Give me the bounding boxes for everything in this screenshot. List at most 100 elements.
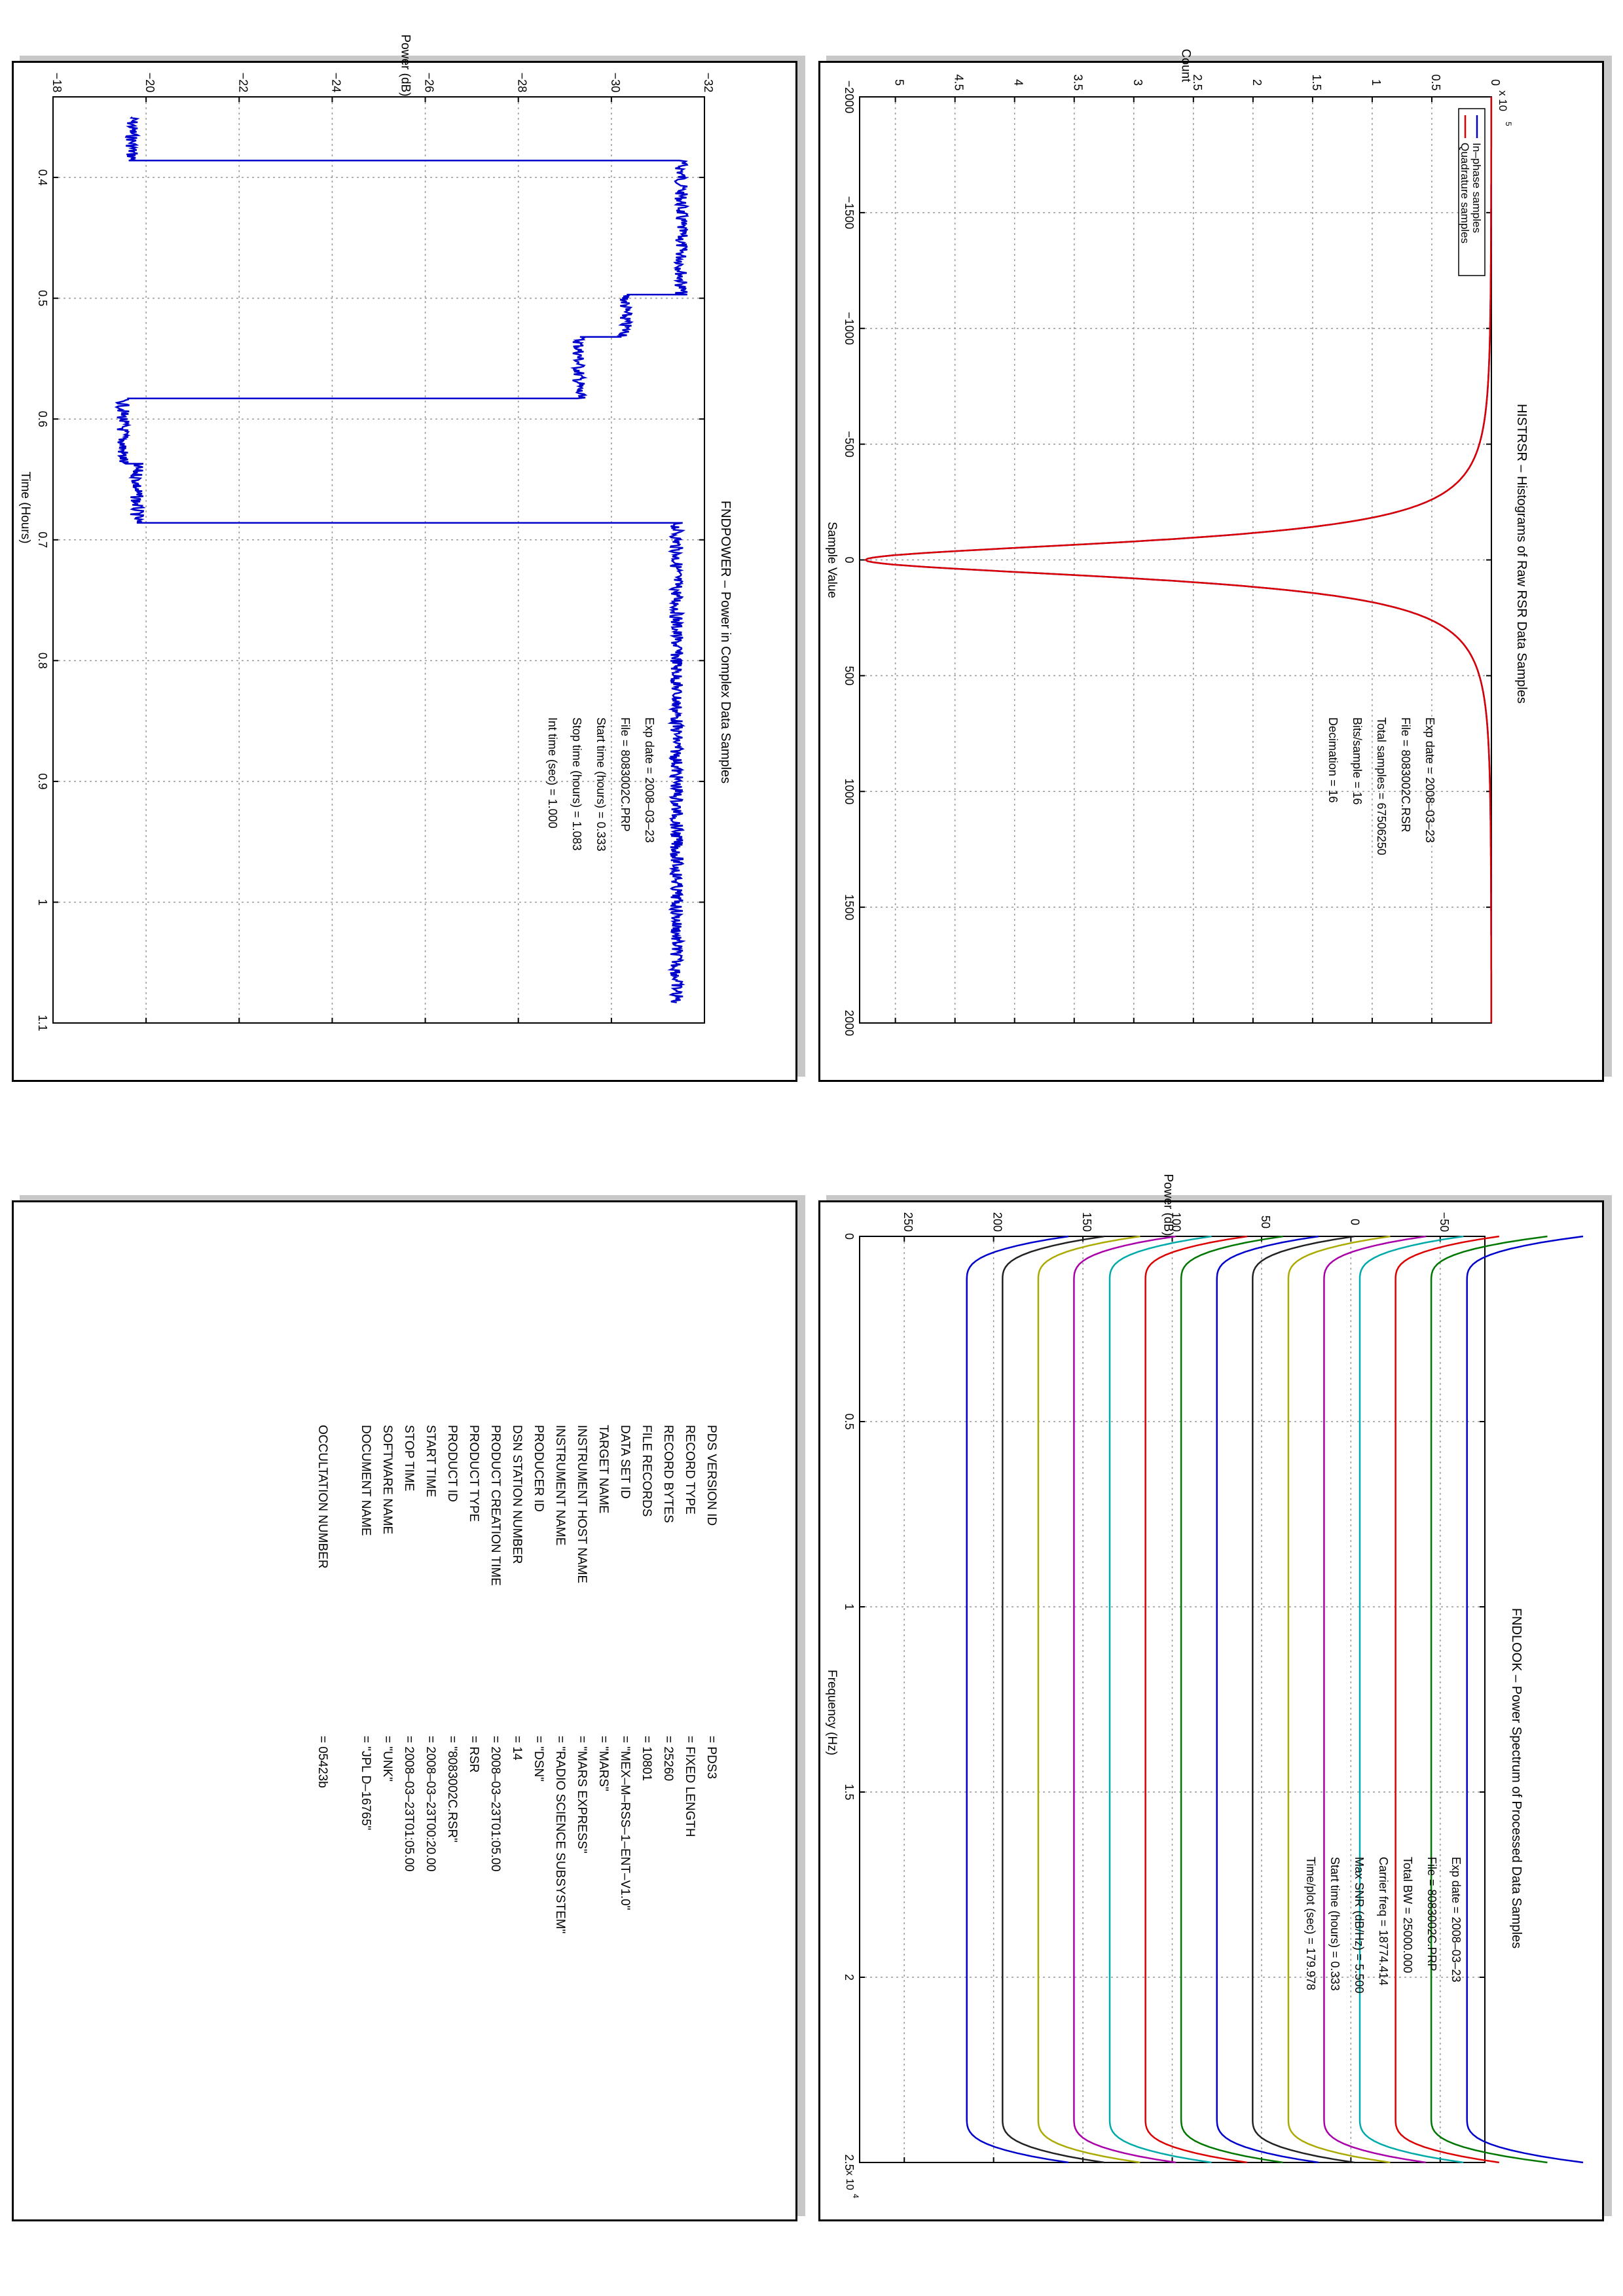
label-key: INSTRUMENT NAME xyxy=(553,1425,567,1545)
label-key: RECORD TYPE xyxy=(683,1425,697,1515)
fndlook-x-exponent-power: 4 xyxy=(851,2194,860,2198)
fndlook-series-line xyxy=(1323,1235,1427,2164)
histrsr-y-exponent-power: 5 xyxy=(1504,122,1513,126)
fndlook-xtick-label: 2 xyxy=(843,1974,856,1981)
fndpower-xtick-label: 0.8 xyxy=(36,653,49,669)
fndlook-panel: 0 0.5 1 1.5 2 2.5 −50 0 50 100 150 200 250 x 10 4 Frequ… xyxy=(818,1174,1604,2221)
fndpower-axes-box xyxy=(52,96,705,1024)
label-value: = "DSN" xyxy=(532,1736,545,1782)
fndpower-xlabel: Time (Hours) xyxy=(18,471,32,543)
histrsr-panel: −2000 −1500 −1000 −500 0 500 1000 1500 2000 0 0.5 1… xyxy=(818,49,1604,1082)
label-key: PRODUCT CREATION TIME xyxy=(488,1425,502,1586)
fndlook-series-line xyxy=(1287,1235,1391,2164)
label-key: DSN STATION NUMBER xyxy=(510,1425,524,1564)
fndlook-series-line xyxy=(1073,1235,1176,2164)
histrsr-xtick-label: 2000 xyxy=(843,1010,856,1036)
fndlook-ytick-label: 200 xyxy=(991,1212,1004,1232)
histrsr-ytick-label: 2 xyxy=(1250,79,1264,86)
label-table: PDS VERSION ID = PDS3 RECORD TYPE = FIXED L… xyxy=(316,1425,718,1933)
label-key: START TIME xyxy=(424,1425,437,1498)
fndlook-ytick-label: −50 xyxy=(1438,1212,1451,1232)
histrsr-info-line: Total samples = 67506250 xyxy=(1375,717,1388,855)
histrsr-info-line: Exp date = 2008–03–23 xyxy=(1423,717,1436,843)
fndlook-x-exponent: x 10 xyxy=(844,2170,855,2190)
fndpower-xtick-label: 0.6 xyxy=(36,411,49,427)
fndlook-series-line xyxy=(1037,1235,1140,2164)
fndlook-series-line xyxy=(1359,1235,1464,2164)
fndlook-ytick-label: 150 xyxy=(1080,1212,1093,1232)
label-value: = "JPL D–16765" xyxy=(359,1736,373,1830)
fndlook-xtick-label: 2.5 xyxy=(843,2154,856,2170)
label-key: TARGET NAME xyxy=(596,1425,610,1513)
label-value: = 10801 xyxy=(640,1736,653,1781)
fndpower-info-line: File = 8083002C.PRP xyxy=(619,717,632,832)
fndpower-series-line xyxy=(114,116,690,1003)
fndpower-ytick-label: −30 xyxy=(609,73,622,93)
histrsr-chart: −2000 −1500 −1000 −500 0 500 1000 1500 2000 0 0.5 1… xyxy=(825,49,1529,1036)
fndpower-ylabel: Power (dB) xyxy=(399,34,412,96)
fndlook-series-line xyxy=(1252,1235,1355,2164)
label-value: = "MARS" xyxy=(596,1736,610,1791)
fndlook-info-line: File = 8083002C.PRP xyxy=(1425,1857,1438,1971)
fndpower-panel: 0.4 0.5 0.6 0.7 0.8 0.9 1 1.1 −32 −30 −28 −26 −24 −22… xyxy=(12,34,797,1082)
fndlook-series-line xyxy=(1180,1235,1283,2164)
fndpower-title: FNDPOWER – Power in Complex Data Samples xyxy=(718,501,733,783)
label-key: PRODUCER ID xyxy=(532,1425,545,1512)
fndpower-xtick-label: 0.7 xyxy=(36,531,49,548)
fndpower-xtick-label: 1 xyxy=(36,899,49,905)
histrsr-legend-inphase: In–phase samples xyxy=(1470,143,1483,233)
fndpower-ytick-label: −32 xyxy=(702,73,715,93)
label-key: OCCULTATION NUMBER xyxy=(316,1425,329,1569)
label-key: FILE RECORDS xyxy=(640,1425,653,1516)
fndlook-xtick-label: 0.5 xyxy=(843,1413,856,1429)
label-key: INSTRUMENT HOST NAME xyxy=(575,1425,589,1583)
label-key: SOFTWARE NAME xyxy=(380,1425,394,1534)
label-panel: PDS VERSION ID = PDS3 RECORD TYPE = FIXED L… xyxy=(12,1200,797,2221)
histrsr-ytick-label: 2.5 xyxy=(1191,74,1204,90)
label-value: = "RADIO SCIENCE SUBSYSTEM" xyxy=(553,1736,567,1933)
histrsr-y-exponent: x 10 xyxy=(1497,90,1509,111)
fndlook-series-line xyxy=(1002,1235,1104,2164)
label-value: = 2008–03–23T01:05.00 xyxy=(488,1736,502,1872)
fndpower-xtick-label: 0.5 xyxy=(36,290,49,306)
fndlook-info-line: Carrier freq = 18774.414 xyxy=(1377,1857,1390,1986)
histrsr-ytick-label: 1.5 xyxy=(1310,74,1323,90)
histrsr-xtick-label: 0 xyxy=(843,556,856,563)
label-key: DATA SET ID xyxy=(618,1425,632,1499)
fndpower-info-line: Exp date = 2008–03–23 xyxy=(643,717,656,843)
fndlook-series-line xyxy=(1466,1235,1584,2164)
fndlook-series-line xyxy=(966,1235,1069,2164)
label-value: = RSR xyxy=(467,1736,481,1773)
label-key: PDS VERSION ID xyxy=(704,1425,718,1526)
fndlook-xtick-label: 0 xyxy=(843,1233,856,1240)
fndpower-xtick-label: 0.4 xyxy=(36,170,49,186)
fndpower-chart: 0.4 0.5 0.6 0.7 0.8 0.9 1 1.1 −32 −30 −28 −26 −24 −22… xyxy=(18,34,733,1031)
histrsr-legend-quadrature: Quadrature samples xyxy=(1459,143,1471,243)
fndpower-ytick-label: −24 xyxy=(329,73,342,93)
fndlook-info-line: Start time (hours) = 0.333 xyxy=(1328,1857,1341,1991)
histrsr-ytick-label: 5 xyxy=(893,79,906,86)
fndlook-chart: 0 0.5 1 1.5 2 2.5 −50 0 50 100 150 200 250 x 10 4 Frequ… xyxy=(825,1174,1584,2198)
fndlook-info-line: Time/plot (sec) = 179.978 xyxy=(1304,1857,1317,1990)
fndlook-info-line: Max SNR (dB/Hz) = 5.500 xyxy=(1353,1857,1366,1994)
fndlook-ytick-label: 100 xyxy=(1170,1212,1183,1232)
fndlook-info-line: Total BW = 25000.000 xyxy=(1401,1857,1414,1973)
fndpower-xtick-label: 1.1 xyxy=(36,1014,49,1031)
fndlook-xtick-label: 1 xyxy=(843,1604,856,1610)
fndlook-info-line: Exp date = 2008–03–23 xyxy=(1450,1857,1463,1982)
fndlook-series-line xyxy=(1108,1235,1212,2164)
histrsr-info-line: Bits/sample = 16 xyxy=(1351,717,1364,805)
label-key: DOCUMENT NAME xyxy=(359,1425,373,1536)
histrsr-xlabel: Sample Value xyxy=(825,522,839,598)
label-value: = 14 xyxy=(510,1736,524,1761)
fndlook-ytick-label: 50 xyxy=(1259,1215,1272,1229)
label-value: = "8083002C.RSR" xyxy=(445,1736,459,1842)
fndlook-xtick-label: 1.5 xyxy=(843,1784,856,1800)
histrsr-ytick-label: 3.5 xyxy=(1072,74,1085,90)
histrsr-info-line: File = 8083002C.RSR xyxy=(1399,717,1412,833)
label-key: PRODUCT ID xyxy=(445,1425,459,1502)
label-value: = 05423b xyxy=(316,1736,329,1788)
label-key: PRODUCT TYPE xyxy=(467,1425,481,1522)
histrsr-xtick-label: 1000 xyxy=(843,778,856,804)
fndlook-ytick-label: 0 xyxy=(1348,1219,1361,1225)
